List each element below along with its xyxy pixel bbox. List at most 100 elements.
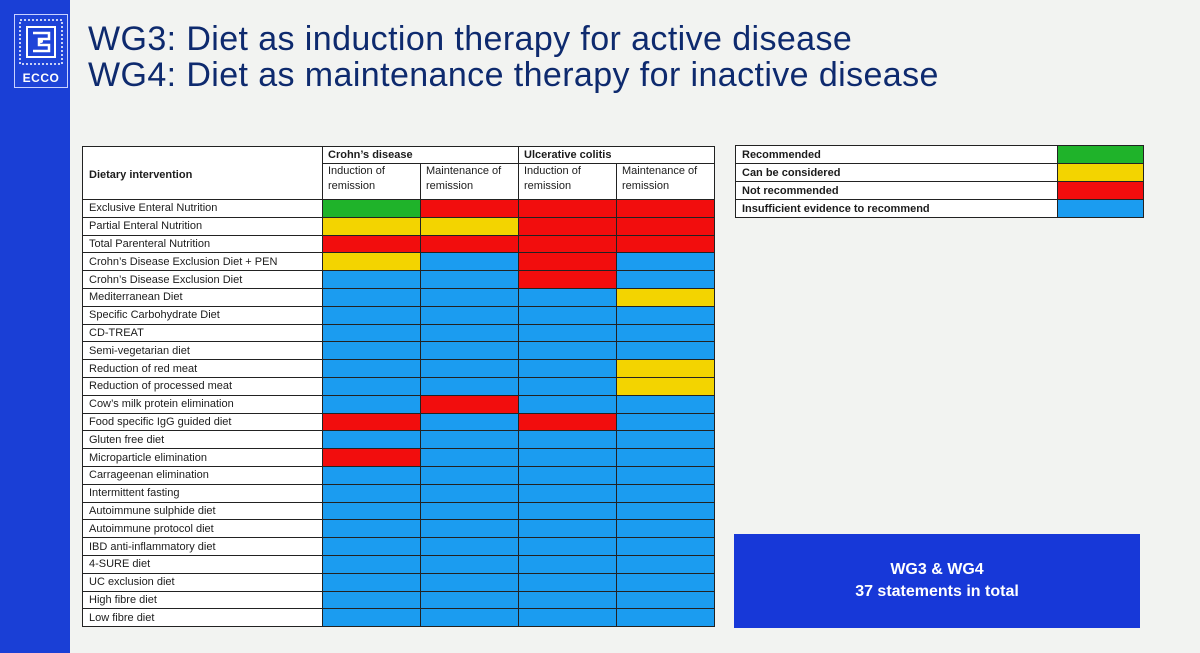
rating-cell	[322, 252, 421, 272]
rating-cell	[518, 554, 617, 574]
group-header-uc: Ulcerative colitis	[518, 146, 715, 164]
table-row: Autoimmune protocol diet	[82, 519, 715, 539]
rating-cell	[616, 341, 715, 361]
rating-cell	[616, 519, 715, 539]
rating-cell	[518, 305, 617, 325]
subheader-cd-maintenance: Maintenance of remission	[420, 163, 519, 200]
intervention-name: Autoimmune sulphide diet	[82, 501, 323, 521]
table-row: UC exclusion diet	[82, 572, 715, 592]
legend-table: Recommended Can be considered Not recommen…	[735, 145, 1144, 218]
legend-swatch	[1057, 199, 1144, 218]
legend-swatch	[1057, 181, 1144, 200]
rating-cell	[616, 376, 715, 396]
rating-cell	[420, 359, 519, 378]
intervention-name: Specific Carbohydrate Diet	[82, 305, 323, 325]
table-row: Food specific IgG guided diet	[82, 412, 715, 432]
rating-cell	[518, 199, 617, 218]
legend-row: Not recommended	[735, 181, 1144, 200]
subheader-cd-induction: Induction of remission	[322, 163, 421, 200]
rating-cell	[518, 519, 617, 539]
rating-cell	[420, 448, 519, 467]
rating-cell	[616, 234, 715, 254]
intervention-name: Low fibre diet	[82, 608, 323, 628]
rating-cell	[322, 341, 421, 361]
intervention-name: Intermittent fasting	[82, 483, 323, 503]
slide-title-line-2: WG4: Diet as maintenance therapy for ina…	[88, 56, 939, 94]
rating-cell	[322, 305, 421, 325]
rating-cell	[616, 359, 715, 378]
rating-cell	[420, 287, 519, 307]
rating-cell	[518, 448, 617, 467]
rating-cell	[322, 394, 421, 414]
rating-cell	[322, 537, 421, 556]
table-row: IBD anti-inflammatory diet	[82, 537, 715, 556]
rating-cell	[518, 537, 617, 556]
table-row: High fibre diet	[82, 590, 715, 610]
rating-cell	[420, 537, 519, 556]
table-row: 4-SURE diet	[82, 554, 715, 574]
rating-cell	[518, 252, 617, 272]
table-row: CD-TREAT	[82, 323, 715, 343]
rating-cell	[420, 234, 519, 254]
rating-cell	[616, 412, 715, 432]
rating-cell	[518, 501, 617, 521]
intervention-name: Mediterranean Diet	[82, 287, 323, 307]
rating-cell	[518, 376, 617, 396]
rating-cell	[518, 394, 617, 414]
brand-sidebar: ECCO	[0, 0, 70, 653]
intervention-name: Microparticle elimination	[82, 448, 323, 467]
intervention-column-header: Dietary intervention	[82, 146, 323, 200]
rating-cell	[518, 590, 617, 610]
intervention-name: Food specific IgG guided diet	[82, 412, 323, 432]
rating-cell	[420, 199, 519, 218]
rating-cell	[322, 554, 421, 574]
rating-cell	[518, 465, 617, 485]
rating-cell	[616, 430, 715, 450]
rating-cell	[518, 359, 617, 378]
table-row: Autoimmune sulphide diet	[82, 501, 715, 521]
table-row: Total Parenteral Nutrition	[82, 234, 715, 254]
table-row: Crohn’s Disease Exclusion Diet	[82, 270, 715, 289]
group-header-crohns: Crohn’s disease	[322, 146, 519, 164]
table-body: Exclusive Enteral Nutrition Partial Enter…	[82, 199, 715, 628]
rating-cell	[616, 216, 715, 236]
legend-row: Insufficient evidence to recommend	[735, 199, 1144, 218]
rating-cell	[322, 287, 421, 307]
table-row: Specific Carbohydrate Diet	[82, 305, 715, 325]
intervention-name: IBD anti-inflammatory diet	[82, 537, 323, 556]
table-row: Reduction of processed meat	[82, 376, 715, 396]
rating-cell	[518, 216, 617, 236]
rating-cell	[518, 270, 617, 289]
intervention-name: CD-TREAT	[82, 323, 323, 343]
rating-cell	[616, 483, 715, 503]
rating-cell	[616, 501, 715, 521]
legend-label: Not recommended	[735, 181, 1058, 200]
table-row: Reduction of red meat	[82, 359, 715, 378]
rating-cell	[420, 376, 519, 396]
rating-cell	[322, 323, 421, 343]
table-row: Exclusive Enteral Nutrition	[82, 199, 715, 218]
rating-cell	[420, 572, 519, 592]
rating-cell	[420, 216, 519, 236]
intervention-name: Cow’s milk protein elimination	[82, 394, 323, 414]
subheader-uc-induction: Induction of remission	[518, 163, 617, 200]
intervention-name: Gluten free diet	[82, 430, 323, 450]
rating-cell	[420, 465, 519, 485]
intervention-name: UC exclusion diet	[82, 572, 323, 592]
table-row: Gluten free diet	[82, 430, 715, 450]
ecco-logo: ECCO	[14, 14, 68, 88]
table-row: Mediterranean Diet	[82, 287, 715, 307]
rating-cell	[518, 412, 617, 432]
rating-cell	[420, 519, 519, 539]
rating-cell	[616, 323, 715, 343]
rating-cell	[616, 305, 715, 325]
rating-cell	[420, 590, 519, 610]
rating-cell	[322, 448, 421, 467]
table-row: Cow’s milk protein elimination	[82, 394, 715, 414]
rating-cell	[420, 412, 519, 432]
rating-cell	[420, 341, 519, 361]
rating-cell	[518, 572, 617, 592]
legend-label: Recommended	[735, 145, 1058, 164]
dietary-intervention-table: Dietary intervention Crohn’s disease Ulc…	[82, 146, 715, 628]
intervention-name: Reduction of red meat	[82, 359, 323, 378]
